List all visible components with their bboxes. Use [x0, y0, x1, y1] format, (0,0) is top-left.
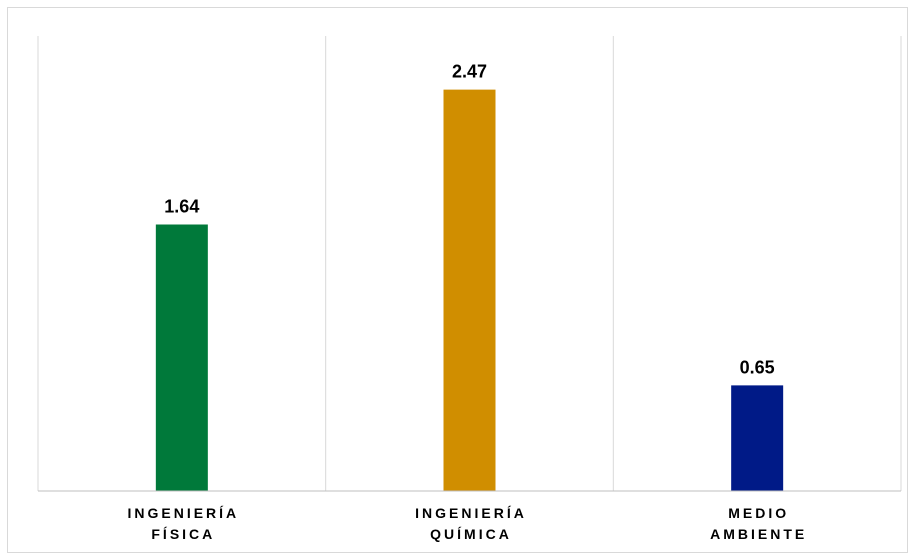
bar	[443, 89, 496, 491]
data-label: 0.65	[740, 357, 775, 377]
category-label: QUÍMICA	[430, 526, 512, 542]
data-label: 1.64	[164, 197, 199, 217]
bar	[155, 224, 208, 491]
bar-chart: 1.64 INGENIERÍA FÍSICA 2.47 INGENIERÍA QUÍMIC…	[37, 36, 902, 542]
category-label: AMBIENTE	[710, 526, 807, 542]
category-label: INGENIERÍA	[415, 505, 527, 521]
chart-frame: 1.64 INGENIERÍA FÍSICA 2.47 INGENIERÍA QUÍMIC…	[7, 7, 908, 553]
data-label: 2.47	[452, 62, 487, 82]
category-label: MEDIO	[728, 505, 789, 521]
category-label: FÍSICA	[151, 526, 215, 542]
bar	[731, 385, 784, 491]
category-label: INGENIERÍA	[127, 505, 239, 521]
